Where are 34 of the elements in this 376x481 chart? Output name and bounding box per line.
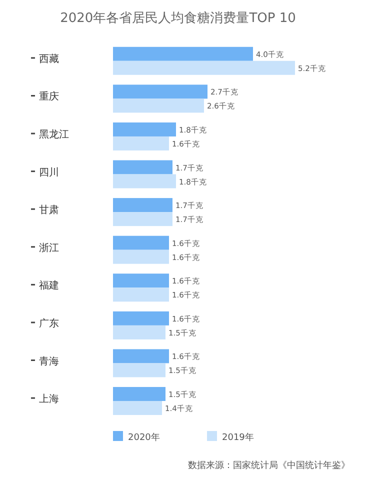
y-tick-label: 重庆 (39, 90, 59, 103)
y-tick-label: 广东 (39, 317, 59, 330)
bar (113, 325, 166, 340)
bar (113, 174, 176, 188)
y-tick-label: 黑龙江 (39, 128, 69, 141)
bar (113, 136, 169, 150)
bar (113, 288, 169, 302)
bar (113, 250, 169, 264)
legend-label: 2019年 (222, 432, 254, 443)
y-tick-label: 西藏 (39, 52, 59, 65)
y-tick-label: 青海 (39, 355, 59, 368)
y-tick-label: 上海 (39, 393, 59, 406)
bar (113, 363, 166, 378)
chart-title: 2020年各省居民人均食糖消费量TOP 10 (60, 11, 296, 26)
bar (113, 160, 172, 174)
bar (113, 400, 162, 415)
bar (113, 60, 295, 75)
bar (113, 46, 253, 61)
bar (113, 122, 176, 136)
bar (113, 236, 169, 250)
source-note: 数据来源：国家统计局《中国统计年鉴》 (188, 460, 350, 471)
y-tick-label: 浙江 (39, 242, 59, 254)
y-tick-label: 四川 (39, 166, 59, 178)
bar (113, 98, 204, 113)
bar (113, 84, 208, 99)
y-tick-label: 福建 (39, 280, 59, 292)
bar (113, 311, 169, 326)
y-tick-label: 甘肃 (39, 204, 59, 216)
bar (113, 349, 169, 364)
bar (113, 274, 169, 288)
bar (113, 386, 166, 401)
bar (113, 212, 172, 226)
bar (113, 198, 172, 212)
legend-label: 2020年 (128, 432, 160, 443)
